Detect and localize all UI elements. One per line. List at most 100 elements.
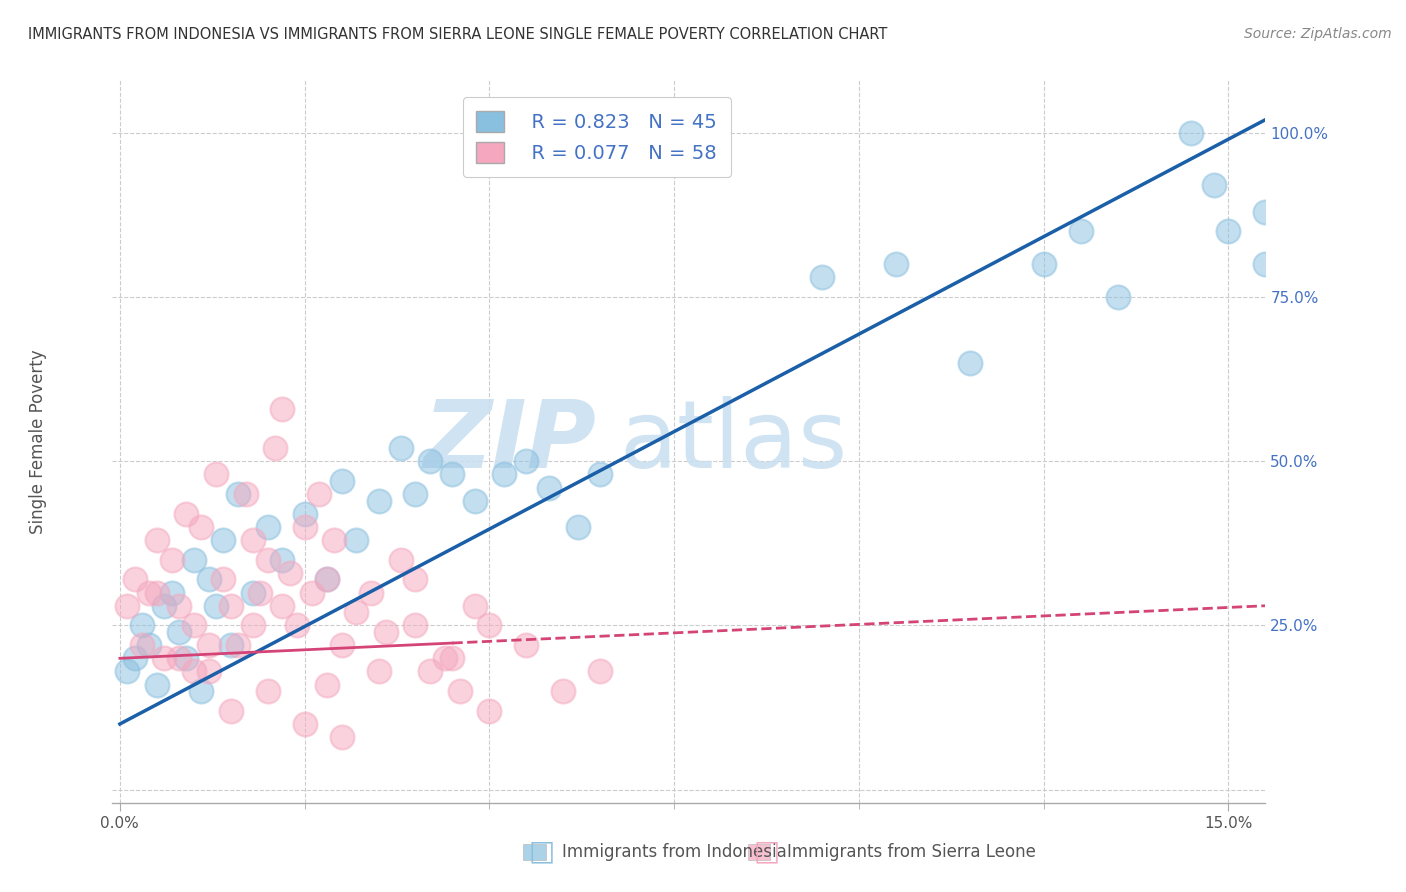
Point [226,638,249,652]
Point [117,599,139,613]
Point [405,487,427,501]
Point [124,651,146,665]
Point [183,618,205,632]
Point [434,651,457,665]
Point [271,599,294,613]
Point [419,665,441,679]
Point [389,441,412,455]
Point [315,677,337,691]
Text: ZIP: ZIP [423,395,596,488]
Point [146,585,169,599]
Point [190,520,212,534]
Point [441,467,464,482]
Point [183,665,205,679]
Point [367,493,389,508]
Point [330,730,353,744]
Point [167,625,190,640]
Point [212,533,235,547]
Point [138,585,160,599]
Point [242,533,264,547]
Point [131,638,153,652]
Text: Immigrants from Indonesia: Immigrants from Indonesia [562,843,787,861]
Legend:   R = 0.823   N = 45,   R = 0.077   N = 58: R = 0.823 N = 45, R = 0.077 N = 58 [463,97,731,177]
Point [271,553,294,567]
Text: Source: ZipAtlas.com: Source: ZipAtlas.com [1244,27,1392,41]
Point [278,566,301,580]
Point [330,474,353,488]
Point [167,599,190,613]
Point [1218,224,1240,238]
Point [226,487,249,501]
Point [323,533,346,547]
Point [344,605,367,619]
Point [449,684,471,698]
Point [389,553,412,567]
FancyBboxPatch shape [523,844,546,860]
Point [589,665,612,679]
Point [153,599,176,613]
Point [256,520,278,534]
Point [464,493,486,508]
Point [1202,178,1225,193]
Point [256,553,278,567]
FancyBboxPatch shape [748,844,770,860]
Point [1107,290,1129,304]
Point [183,553,205,567]
Point [190,684,212,698]
Point [360,585,382,599]
Point [315,573,337,587]
Point [330,638,353,652]
Point [294,507,316,521]
Point [959,356,981,370]
Point [1254,204,1277,219]
Text: □: □ [529,838,554,866]
Text: atlas: atlas [620,395,848,488]
Text: IMMIGRANTS FROM INDONESIA VS IMMIGRANTS FROM SIERRA LEONE SINGLE FEMALE POVERTY : IMMIGRANTS FROM INDONESIA VS IMMIGRANTS … [28,27,887,42]
Point [212,573,235,587]
Point [884,257,907,271]
Point [160,553,183,567]
Point [1254,257,1277,271]
Point [294,717,316,731]
Point [131,618,153,632]
Point [264,441,287,455]
Point [294,520,316,534]
Point [405,618,427,632]
Point [1032,257,1054,271]
Point [242,585,264,599]
Point [219,599,242,613]
Text: □: □ [754,838,779,866]
Point [117,665,139,679]
Point [494,467,516,482]
Point [441,651,464,665]
Point [367,665,389,679]
Point [344,533,367,547]
Point [256,684,278,698]
Point [146,533,169,547]
Point [167,651,190,665]
Point [138,638,160,652]
Point [160,585,183,599]
Text: Single Female Poverty: Single Female Poverty [28,350,46,533]
Point [146,677,169,691]
Point [197,665,219,679]
Point [515,454,537,468]
Point [464,599,486,613]
Point [301,585,323,599]
Point [478,618,501,632]
Point [419,454,441,468]
Point [242,618,264,632]
Point [176,507,198,521]
Point [219,638,242,652]
Point [374,625,396,640]
Point [197,638,219,652]
Point [1070,224,1092,238]
Point [285,618,308,632]
Point [205,467,228,482]
Point [1180,126,1202,140]
Point [308,487,330,501]
Point [515,638,537,652]
Point [405,573,427,587]
Point [153,651,176,665]
Point [219,704,242,718]
